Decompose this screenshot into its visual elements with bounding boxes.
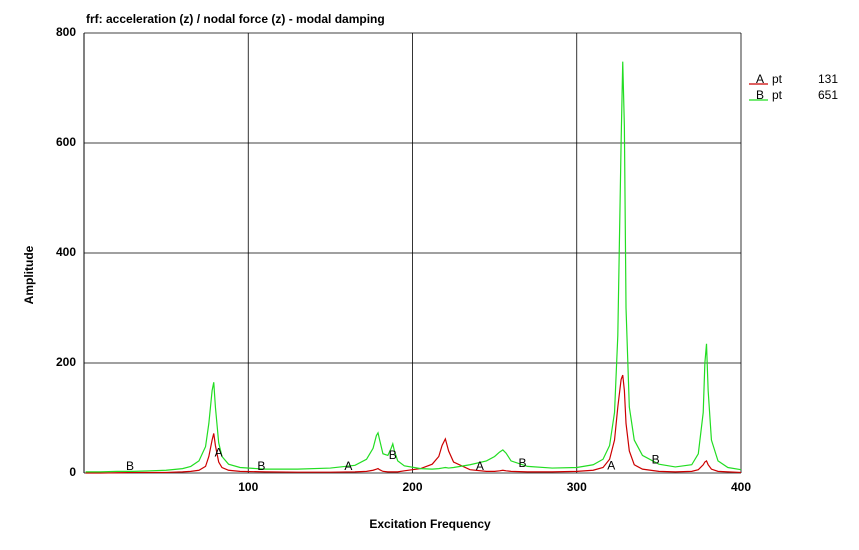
y-tick-label: 600 — [56, 135, 76, 149]
series-line — [85, 374, 742, 474]
y-tick-label: 800 — [56, 25, 76, 39]
x-tick-label: 400 — [731, 480, 751, 494]
y-tick-label: 200 — [56, 355, 76, 369]
x-tick-label: 300 — [567, 480, 587, 494]
y-tick-label: 0 — [69, 465, 76, 479]
x-tick-label: 200 — [402, 480, 422, 494]
y-tick-label: 400 — [56, 245, 76, 259]
curve-label: B — [257, 459, 265, 473]
curve-label: A — [215, 445, 223, 459]
series-line — [85, 61, 742, 473]
legend-point-label: pt — [772, 72, 783, 86]
x-axis-label: Excitation Frequency — [369, 517, 491, 531]
chart-title: frf: acceleration (z) / nodal force (z) … — [86, 12, 385, 26]
y-axis-label: Amplitude — [22, 245, 36, 304]
curve-label: B — [519, 456, 527, 470]
curve-label: B — [126, 459, 134, 473]
legend-name: A — [756, 72, 764, 86]
legend-point: 651 — [818, 88, 838, 102]
curve-label: A — [476, 459, 484, 473]
legend-point-label: pt — [772, 88, 783, 102]
legend-name: B — [756, 88, 764, 102]
x-tick-label: 100 — [238, 480, 258, 494]
curve-label: A — [607, 459, 615, 473]
curve-label: B — [652, 453, 660, 467]
curve-label: B — [389, 448, 397, 462]
legend-point: 131 — [818, 72, 838, 86]
curve-label: A — [344, 459, 352, 473]
